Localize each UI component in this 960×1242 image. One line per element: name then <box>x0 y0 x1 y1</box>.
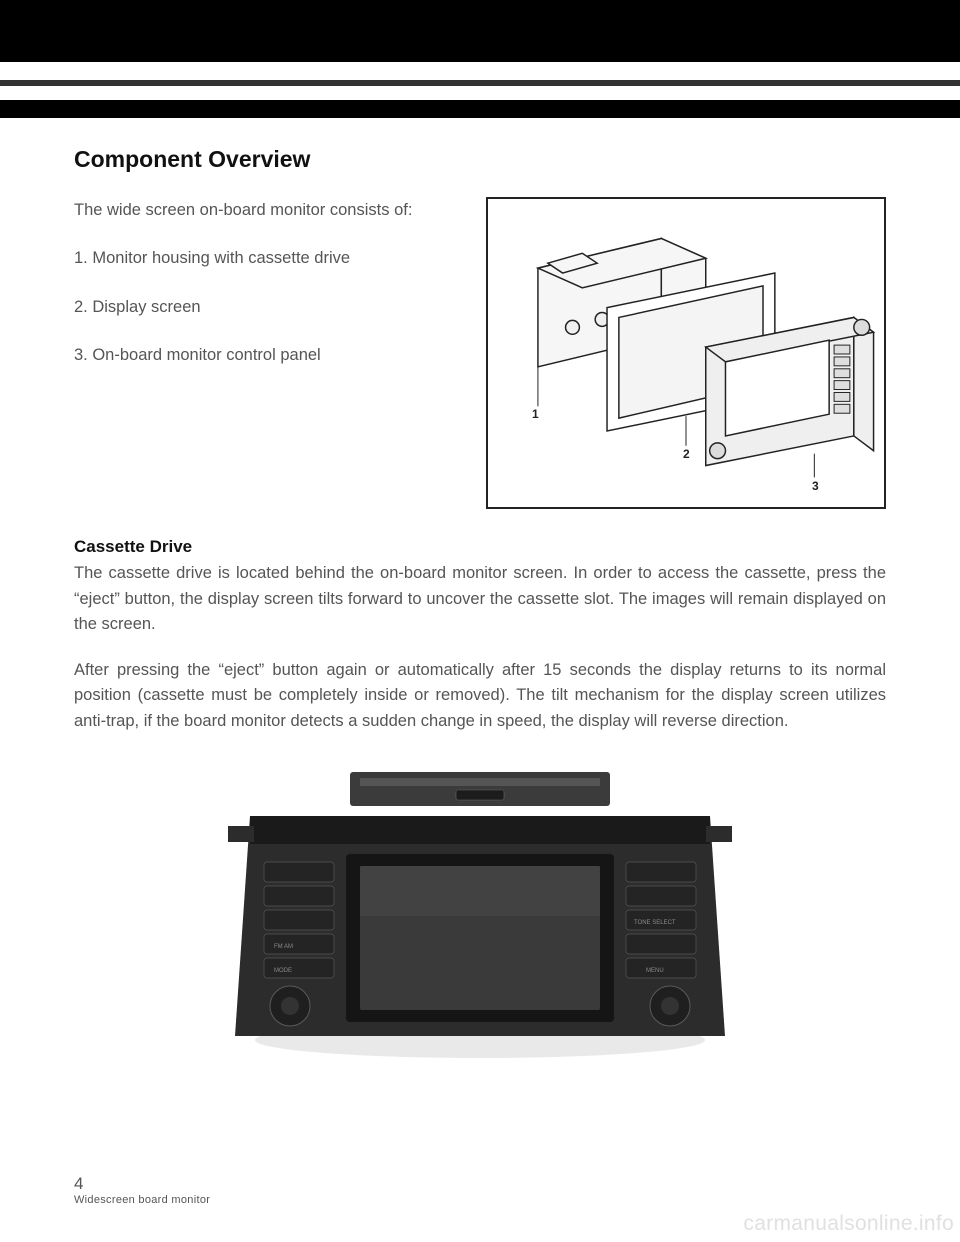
header-title-band <box>0 100 960 118</box>
list-item-1: 1. Monitor housing with cassette drive <box>74 245 454 271</box>
svg-text:TONE SELECT: TONE SELECT <box>634 920 676 926</box>
paragraph-2: After pressing the “eject” button again … <box>74 658 886 735</box>
diagram-column: 1 2 3 <box>482 197 886 509</box>
svg-text:FM AM: FM AM <box>274 944 293 950</box>
intro-paragraph: The wide screen on-board monitor consist… <box>74 197 454 223</box>
diagram-label-3: 3 <box>812 479 819 493</box>
header-thin-rule <box>0 80 960 86</box>
svg-text:MODE: MODE <box>274 968 292 974</box>
intro-text-column: The wide screen on-board monitor consist… <box>74 197 454 509</box>
page-footer: 4 Widescreen board monitor <box>74 1174 210 1206</box>
page-number: 4 <box>74 1174 210 1194</box>
two-column-row: The wide screen on-board monitor consist… <box>74 197 886 509</box>
content-area: Component Overview The wide screen on-bo… <box>0 118 960 1064</box>
watermark-text: carmanualsonline.info <box>743 1212 954 1236</box>
diagram-label-2: 2 <box>683 447 690 461</box>
page: Component Overview The wide screen on-bo… <box>0 0 960 1242</box>
diagram-label-1: 1 <box>532 407 539 421</box>
section-heading-cassette: Cassette Drive <box>74 537 886 557</box>
footer-title: Widescreen board monitor <box>74 1194 210 1206</box>
product-photo-svg: FM AM MODE TONE SELECT MENU <box>220 754 740 1064</box>
product-photo: FM AM MODE TONE SELECT MENU <box>220 754 740 1064</box>
header-black-bar <box>0 0 960 62</box>
list-item-3: 3. On-board monitor control panel <box>74 342 454 368</box>
exploded-diagram: 1 2 3 <box>486 197 886 509</box>
product-photo-wrap: FM AM MODE TONE SELECT MENU <box>74 754 886 1064</box>
svg-text:MENU: MENU <box>646 968 664 974</box>
page-title: Component Overview <box>74 146 886 173</box>
list-item-2: 2. Display screen <box>74 294 454 320</box>
paragraph-1: The cassette drive is located behind the… <box>74 561 886 638</box>
